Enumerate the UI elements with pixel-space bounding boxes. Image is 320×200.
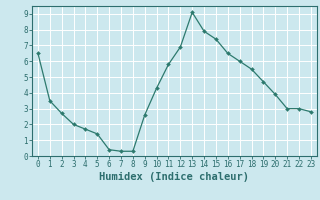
X-axis label: Humidex (Indice chaleur): Humidex (Indice chaleur) bbox=[100, 172, 249, 182]
